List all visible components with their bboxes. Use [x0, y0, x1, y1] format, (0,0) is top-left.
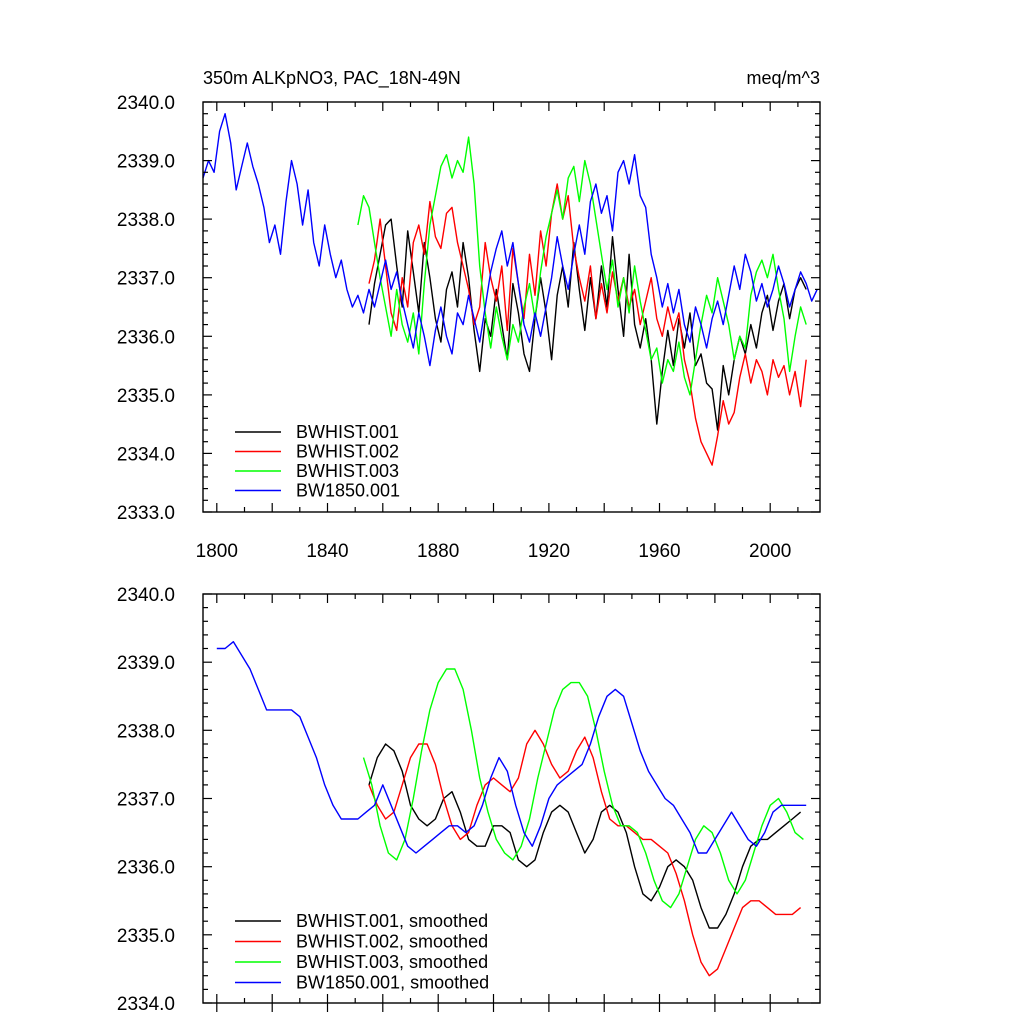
series-line-3 [357, 136, 807, 396]
x-tick-label: 1840 [306, 541, 348, 562]
plot-bottom: 2334.0 2335.0 2336.0 2337.0 2338.0 2339.0 2340… [117, 585, 821, 1015]
series-line-1 [368, 218, 807, 431]
series-line-4 [216, 641, 807, 854]
series-line-1 [368, 743, 802, 929]
plot-top: 2333.0 2334.0 2335.0 2336.0 2337.0 2338.0 2339… [117, 93, 821, 562]
y-tick-label: 2336.0 [117, 858, 175, 879]
plot-frame [202, 101, 821, 513]
x-tick-label: 1960 [638, 541, 680, 562]
y-tick-label: 2334.0 [117, 444, 175, 465]
x-tick-label: 1880 [417, 541, 459, 562]
plot1-title-left: 350m ALKpNO3, PAC_18N-49N [203, 68, 461, 89]
legend-label: BW1850.001 [296, 481, 400, 501]
series-line-4 [202, 113, 818, 367]
y-tick-label: 2336.0 [117, 327, 175, 348]
legend-label: BWHIST.001 [296, 422, 399, 442]
x-tick-label: 1800 [196, 541, 238, 562]
y-tick-label: 2335.0 [117, 926, 175, 947]
y-tick-label: 2340.0 [117, 585, 175, 606]
y-tick-label: 2333.0 [117, 503, 175, 524]
y-tick-label: 2334.0 [117, 994, 175, 1015]
y-tick-label: 2340.0 [117, 93, 175, 114]
y-tick-label: 2338.0 [117, 721, 175, 742]
y-tick-label: 2339.0 [117, 653, 175, 674]
y-tick-label: 2339.0 [117, 152, 175, 173]
y-tick-label: 2337.0 [117, 790, 175, 811]
y-tick-label: 2335.0 [117, 386, 175, 407]
series-line-2 [368, 183, 807, 466]
legend-label: BWHIST.003, smoothed [296, 952, 488, 972]
x-tick-label: 2000 [749, 541, 791, 562]
legend-label: BW1850.001, smoothed [296, 973, 489, 993]
series-line-2 [368, 729, 802, 977]
legend-label: BWHIST.002 [296, 442, 399, 462]
series-line-3 [362, 668, 804, 909]
legend-label: BWHIST.002, smoothed [296, 932, 488, 952]
plot1-title-right: meq/m^3 [747, 68, 820, 88]
y-tick-label: 2338.0 [117, 210, 175, 231]
legend-label: BWHIST.001, smoothed [296, 911, 488, 931]
y-tick-label: 2337.0 [117, 269, 175, 290]
x-tick-label: 1920 [528, 541, 570, 562]
legend-label: BWHIST.003 [296, 461, 399, 481]
